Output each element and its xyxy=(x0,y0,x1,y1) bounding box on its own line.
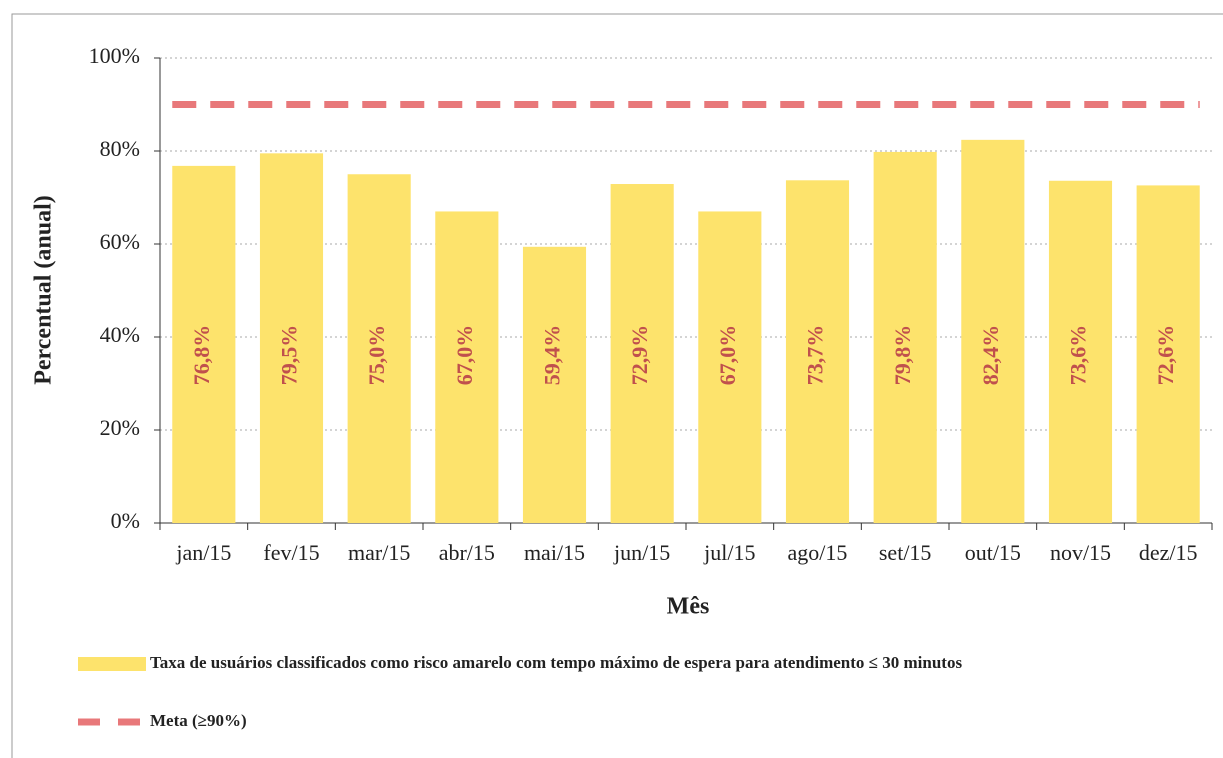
y-tick-label: 100% xyxy=(89,43,140,68)
x-tick-label: mar/15 xyxy=(348,540,410,565)
x-tick-label: out/15 xyxy=(965,540,1021,565)
data-label: 82,4% xyxy=(978,325,1003,386)
bar xyxy=(522,246,587,524)
legend-swatch xyxy=(78,657,146,671)
bar xyxy=(873,151,937,523)
frame xyxy=(11,13,1223,758)
x-tick-label: jun/15 xyxy=(613,540,670,565)
y-axis-title: Percentual (anual) xyxy=(31,195,57,385)
data-label: 73,6% xyxy=(1066,325,1091,386)
data-label: 67,0% xyxy=(452,325,477,386)
bar xyxy=(1136,185,1200,523)
legend-label: Taxa de usuários classificados como risc… xyxy=(150,653,962,672)
bar xyxy=(259,153,324,523)
x-axis-title: Mês xyxy=(667,594,710,620)
bar xyxy=(698,211,762,523)
data-label: 67,0% xyxy=(715,325,740,386)
data-label: 73,7% xyxy=(803,325,828,386)
x-tick-label: dez/15 xyxy=(1139,540,1198,565)
bar xyxy=(172,165,236,523)
data-label: 76,8% xyxy=(189,325,214,386)
x-tick-label: ago/15 xyxy=(788,540,848,565)
x-tick-label: jan/15 xyxy=(175,540,231,565)
bar xyxy=(961,139,1025,523)
x-tick-label: mai/15 xyxy=(524,540,585,565)
bar xyxy=(785,180,850,524)
y-tick-label: 20% xyxy=(100,415,140,440)
x-tick-label: nov/15 xyxy=(1050,540,1111,565)
y-tick-label: 40% xyxy=(100,322,140,347)
data-label: 79,8% xyxy=(890,325,915,386)
bar xyxy=(610,184,674,523)
y-tick-label: 60% xyxy=(100,229,140,254)
data-label: 59,4% xyxy=(540,325,565,386)
data-label: 79,5% xyxy=(277,325,302,386)
bar xyxy=(435,211,499,523)
x-tick-label: fev/15 xyxy=(263,540,319,565)
x-tick-label: jul/15 xyxy=(703,540,755,565)
y-tick-label: 80% xyxy=(100,136,140,161)
y-tick-label: 0% xyxy=(111,508,140,533)
data-label: 72,6% xyxy=(1153,325,1178,386)
bar xyxy=(1048,180,1113,523)
legend-label: Meta (≥90%) xyxy=(150,711,247,730)
bar xyxy=(347,174,411,523)
data-label: 72,9% xyxy=(627,325,652,386)
x-tick-label: set/15 xyxy=(879,540,932,565)
data-label: 75,0% xyxy=(364,325,389,386)
x-tick-label: abr/15 xyxy=(439,540,495,565)
